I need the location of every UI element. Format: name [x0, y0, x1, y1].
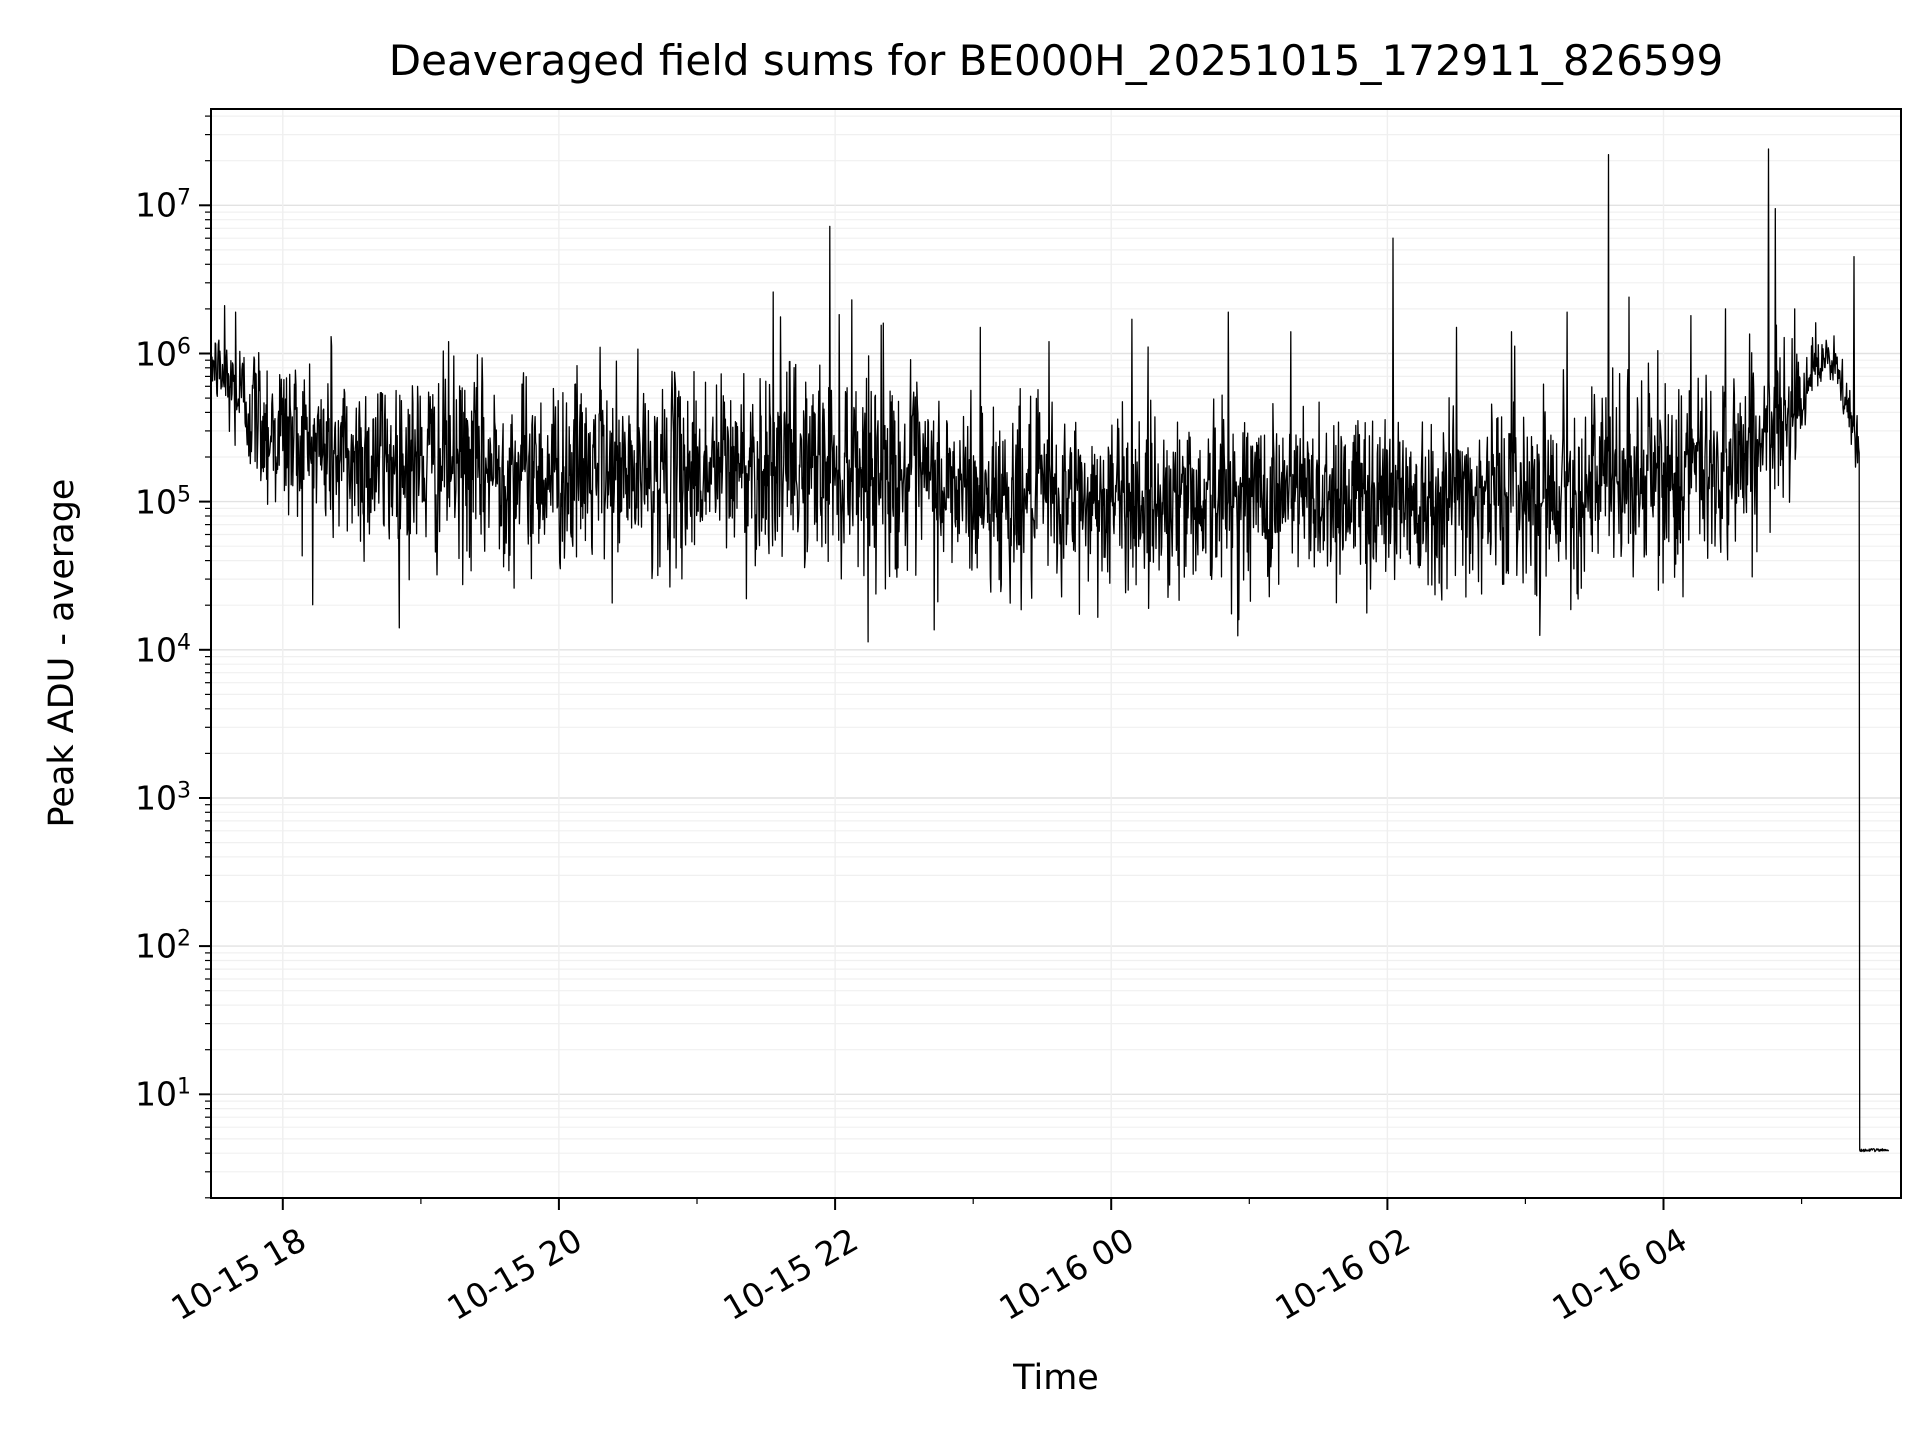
y-axis-label: Peak ADU - average — [42, 478, 82, 828]
y-tick-label: 101 — [135, 1074, 191, 1114]
y-tick-label: 103 — [135, 778, 191, 818]
y-tick-label: 105 — [135, 482, 191, 522]
y-tick-label: 102 — [135, 926, 191, 966]
plot-frame — [210, 108, 1902, 1199]
data-series-line — [210, 148, 1890, 1153]
y-tick-label: 106 — [135, 334, 191, 373]
y-tick-label: 107 — [135, 185, 191, 225]
chart-title: Deaveraged field sums for BE000H_2025101… — [388, 36, 1724, 85]
x-axis-label: Time — [1013, 1358, 1099, 1398]
y-tick-label: 104 — [135, 630, 191, 670]
